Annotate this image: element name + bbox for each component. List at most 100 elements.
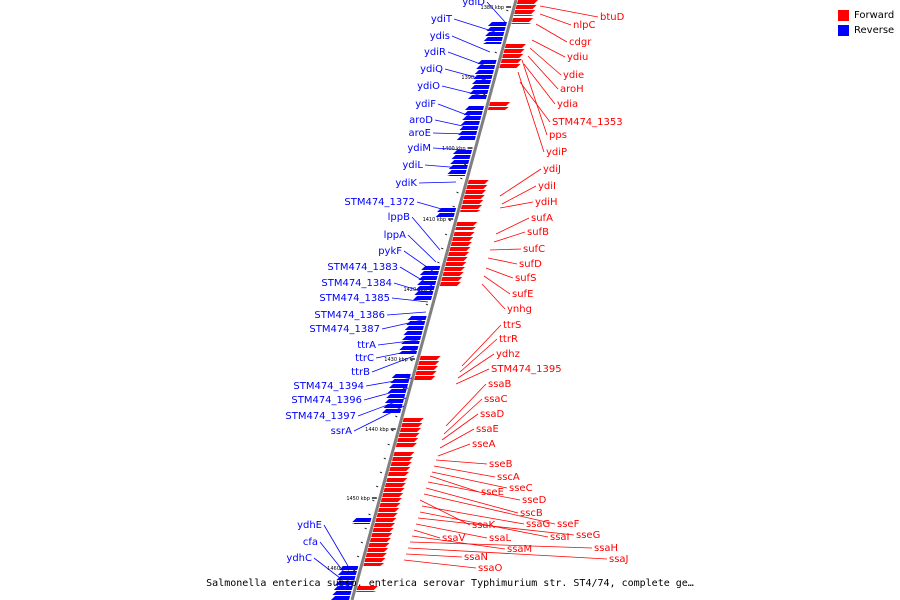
- forward-gene-label: ydia: [557, 99, 578, 110]
- forward-gene-arrow: [380, 498, 402, 502]
- reverse-gene-label: lppA: [384, 230, 406, 241]
- reverse-gene-arrow: [402, 336, 422, 340]
- reverse-gene-label: ssrA: [331, 426, 353, 437]
- forward-gene-label: ssaC: [484, 394, 508, 405]
- reverse-gene-arrow: [477, 60, 497, 64]
- reverse-gene-arrow: [419, 271, 439, 275]
- reverse-leader-line: [375, 349, 417, 359]
- forward-gene-arrow: [379, 503, 401, 507]
- forward-gene-arrow: [395, 443, 417, 447]
- minor-tick: [395, 415, 398, 418]
- forward-leader-line: [403, 559, 477, 569]
- forward-gene-arrow: [513, 15, 534, 16]
- reverse-leader-line: [381, 319, 423, 330]
- forward-gene-label: ssaO: [478, 563, 503, 574]
- forward-leader-line: [517, 71, 545, 153]
- forward-gene-arrow: [384, 483, 406, 487]
- forward-gene-label: sufC: [523, 244, 545, 255]
- reverse-gene-arrow: [333, 586, 353, 590]
- forward-gene-arrow: [402, 418, 424, 422]
- reverse-leader-line: [432, 147, 467, 151]
- tick-label: 1420 kbp: [403, 287, 427, 293]
- forward-gene-label: ydiI: [538, 181, 556, 192]
- forward-gene-arrow: [460, 205, 482, 209]
- reverse-gene-arrow: [451, 155, 471, 159]
- reverse-gene-label: STM474_1394: [293, 381, 364, 392]
- forward-leader-line: [485, 267, 514, 279]
- forward-leader-line: [529, 47, 562, 76]
- reverse-leader-line: [386, 311, 427, 316]
- forward-gene-arrow: [455, 227, 476, 230]
- forward-gene-arrow: [386, 478, 408, 482]
- forward-leader-line: [419, 499, 471, 526]
- reverse-gene-arrow: [467, 95, 488, 99]
- forward-gene-arrow: [373, 523, 396, 527]
- reverse-gene-label: pykF: [378, 246, 402, 257]
- reverse-leader-line: [391, 297, 429, 303]
- reverse-gene-label: ydhC: [286, 553, 312, 564]
- minor-tick: [379, 471, 383, 474]
- forward-gene-arrow: [487, 107, 509, 110]
- forward-gene-arrow: [446, 257, 468, 261]
- reverse-gene-arrow: [483, 37, 503, 41]
- forward-gene-arrow: [383, 488, 405, 492]
- forward-leader-line: [499, 168, 542, 197]
- reverse-leader-line: [416, 201, 453, 213]
- forward-leader-line: [495, 217, 530, 235]
- forward-gene-arrow: [502, 54, 524, 58]
- reverse-leader-line: [393, 282, 431, 295]
- reverse-gene-arrow: [487, 22, 507, 26]
- reverse-gene-label: STM474_1384: [321, 278, 392, 289]
- forward-gene-arrow: [452, 237, 474, 241]
- forward-leader-line: [527, 55, 559, 90]
- reverse-gene-arrow: [463, 111, 483, 115]
- forward-gene-label: STM474_1353: [552, 117, 623, 128]
- reverse-gene-label: ttrC: [355, 353, 374, 364]
- forward-gene-arrow: [372, 528, 394, 532]
- reverse-leader-line: [447, 51, 487, 67]
- forward-leader-line: [455, 368, 490, 385]
- reverse-gene-label: ydiR: [424, 47, 446, 58]
- reverse-gene-label: ydiL: [402, 160, 423, 171]
- reverse-gene-arrow: [399, 346, 419, 350]
- minor-tick: [425, 303, 429, 306]
- minor-tick: [437, 261, 440, 264]
- reverse-leader-line: [441, 85, 484, 97]
- forward-gene-label: ssaM: [507, 544, 532, 555]
- forward-leader-line: [523, 63, 556, 105]
- reverse-gene-label: ydis: [430, 31, 450, 42]
- reverse-gene-arrow: [482, 42, 502, 44]
- reverse-gene-arrow: [407, 316, 427, 320]
- minor-tick: [353, 569, 356, 572]
- forward-gene-label: ydie: [563, 70, 584, 81]
- reverse-leader-line: [407, 234, 437, 263]
- forward-leader-line: [429, 475, 480, 493]
- forward-leader-line: [413, 529, 441, 539]
- forward-gene-arrow: [463, 195, 485, 199]
- minor-tick: [506, 9, 509, 12]
- minor-tick: [448, 219, 452, 222]
- reverse-gene-arrow: [456, 136, 476, 140]
- label-leaders: [313, 1, 608, 579]
- reverse-gene-label: ttrA: [357, 340, 376, 351]
- forward-gene-arrow: [387, 472, 409, 476]
- tick-label: 1390 kbp: [461, 75, 485, 81]
- forward-gene-label: sseG: [576, 530, 600, 541]
- forward-leader-line: [457, 353, 495, 379]
- forward-gene-arrow: [443, 267, 466, 271]
- reverse-gene-arrow: [386, 394, 406, 398]
- legend-label-forward: Forward: [854, 10, 895, 21]
- forward-gene-label: sseF: [557, 519, 580, 530]
- reverse-gene-arrow: [415, 286, 435, 290]
- forward-leader-line: [487, 257, 518, 265]
- reverse-gene-arrow: [462, 116, 482, 120]
- forward-gene-arrow: [516, 0, 538, 4]
- forward-gene-arrow: [371, 533, 393, 537]
- reverse-leader-line: [411, 216, 441, 251]
- reverse-gene-arrow: [446, 175, 466, 176]
- minor-tick: [494, 51, 497, 54]
- forward-gene-arrow: [489, 102, 511, 106]
- forward-gene-label: cdgr: [569, 37, 592, 48]
- forward-leader-line: [409, 541, 593, 549]
